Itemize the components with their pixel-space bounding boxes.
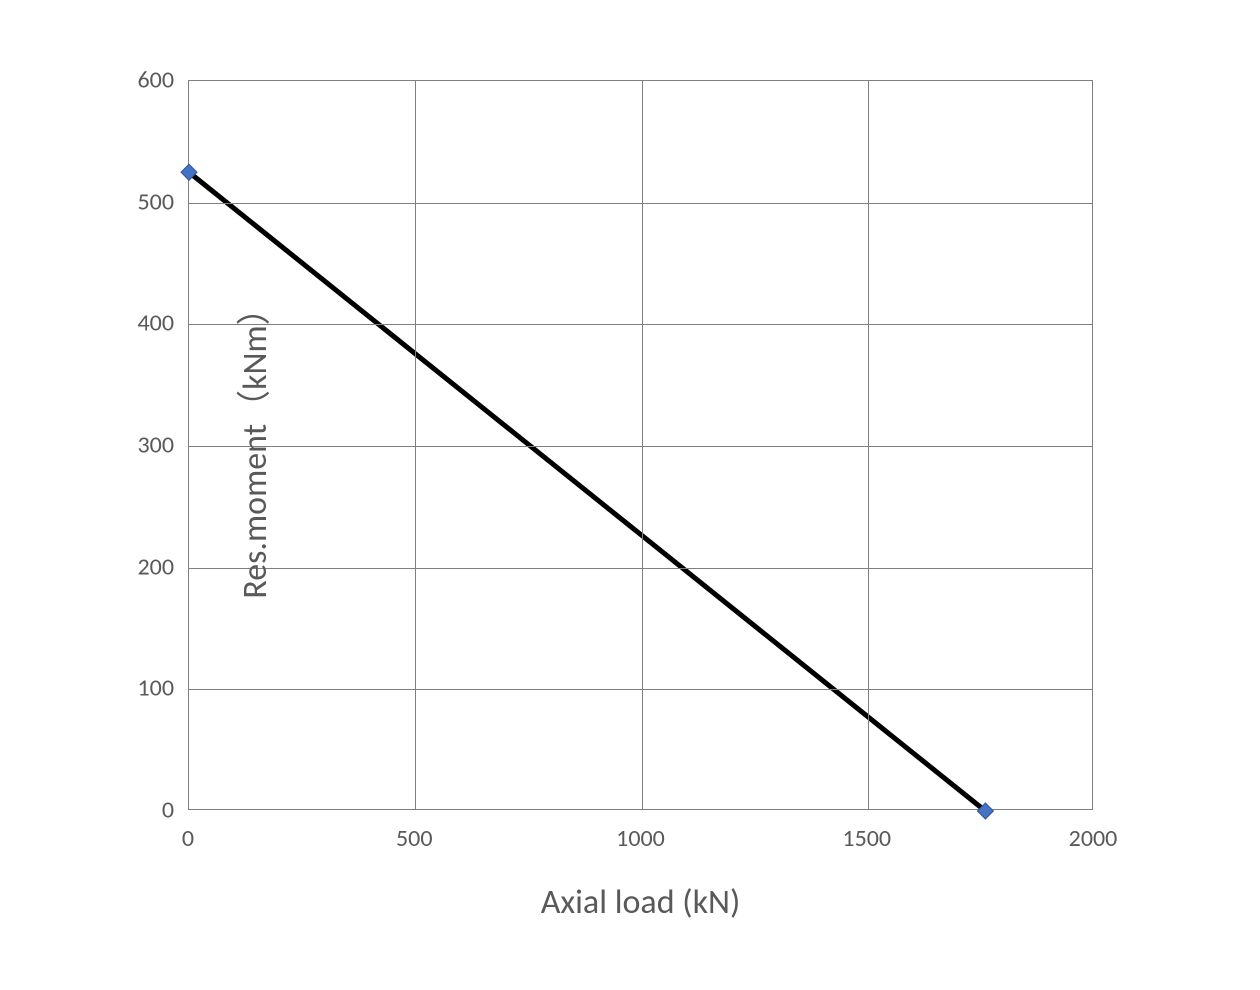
x-tick-label: 0 xyxy=(182,824,194,853)
y-axis-label: Res.moment（kNm） xyxy=(227,291,276,598)
x-tick-label: 500 xyxy=(396,824,433,853)
y-tick-label: 200 xyxy=(138,552,175,581)
y-tick-label: 600 xyxy=(138,66,175,95)
gridline-horizontal xyxy=(189,689,1092,690)
x-tick-label: 1000 xyxy=(616,824,665,853)
y-tick-label: 100 xyxy=(138,674,175,703)
y-tick-label: 500 xyxy=(138,187,175,216)
y-tick-label: 0 xyxy=(162,796,174,825)
x-tick-label: 2000 xyxy=(1069,824,1118,853)
gridline-horizontal xyxy=(189,446,1092,447)
gridline-horizontal xyxy=(189,203,1092,204)
gridline-vertical xyxy=(868,81,869,809)
chart-container: Res.moment（kNm） Axial load (kN) 05001000… xyxy=(100,60,1110,930)
gridline-horizontal xyxy=(189,324,1092,325)
y-tick-label: 300 xyxy=(138,431,175,460)
gridline-horizontal xyxy=(189,568,1092,569)
series-line xyxy=(189,172,985,811)
gridline-vertical xyxy=(415,81,416,809)
gridline-vertical xyxy=(642,81,643,809)
x-tick-label: 1500 xyxy=(842,824,891,853)
plot-area xyxy=(188,80,1093,810)
x-axis-label: Axial load (kN) xyxy=(541,882,741,923)
y-tick-label: 400 xyxy=(138,309,175,338)
